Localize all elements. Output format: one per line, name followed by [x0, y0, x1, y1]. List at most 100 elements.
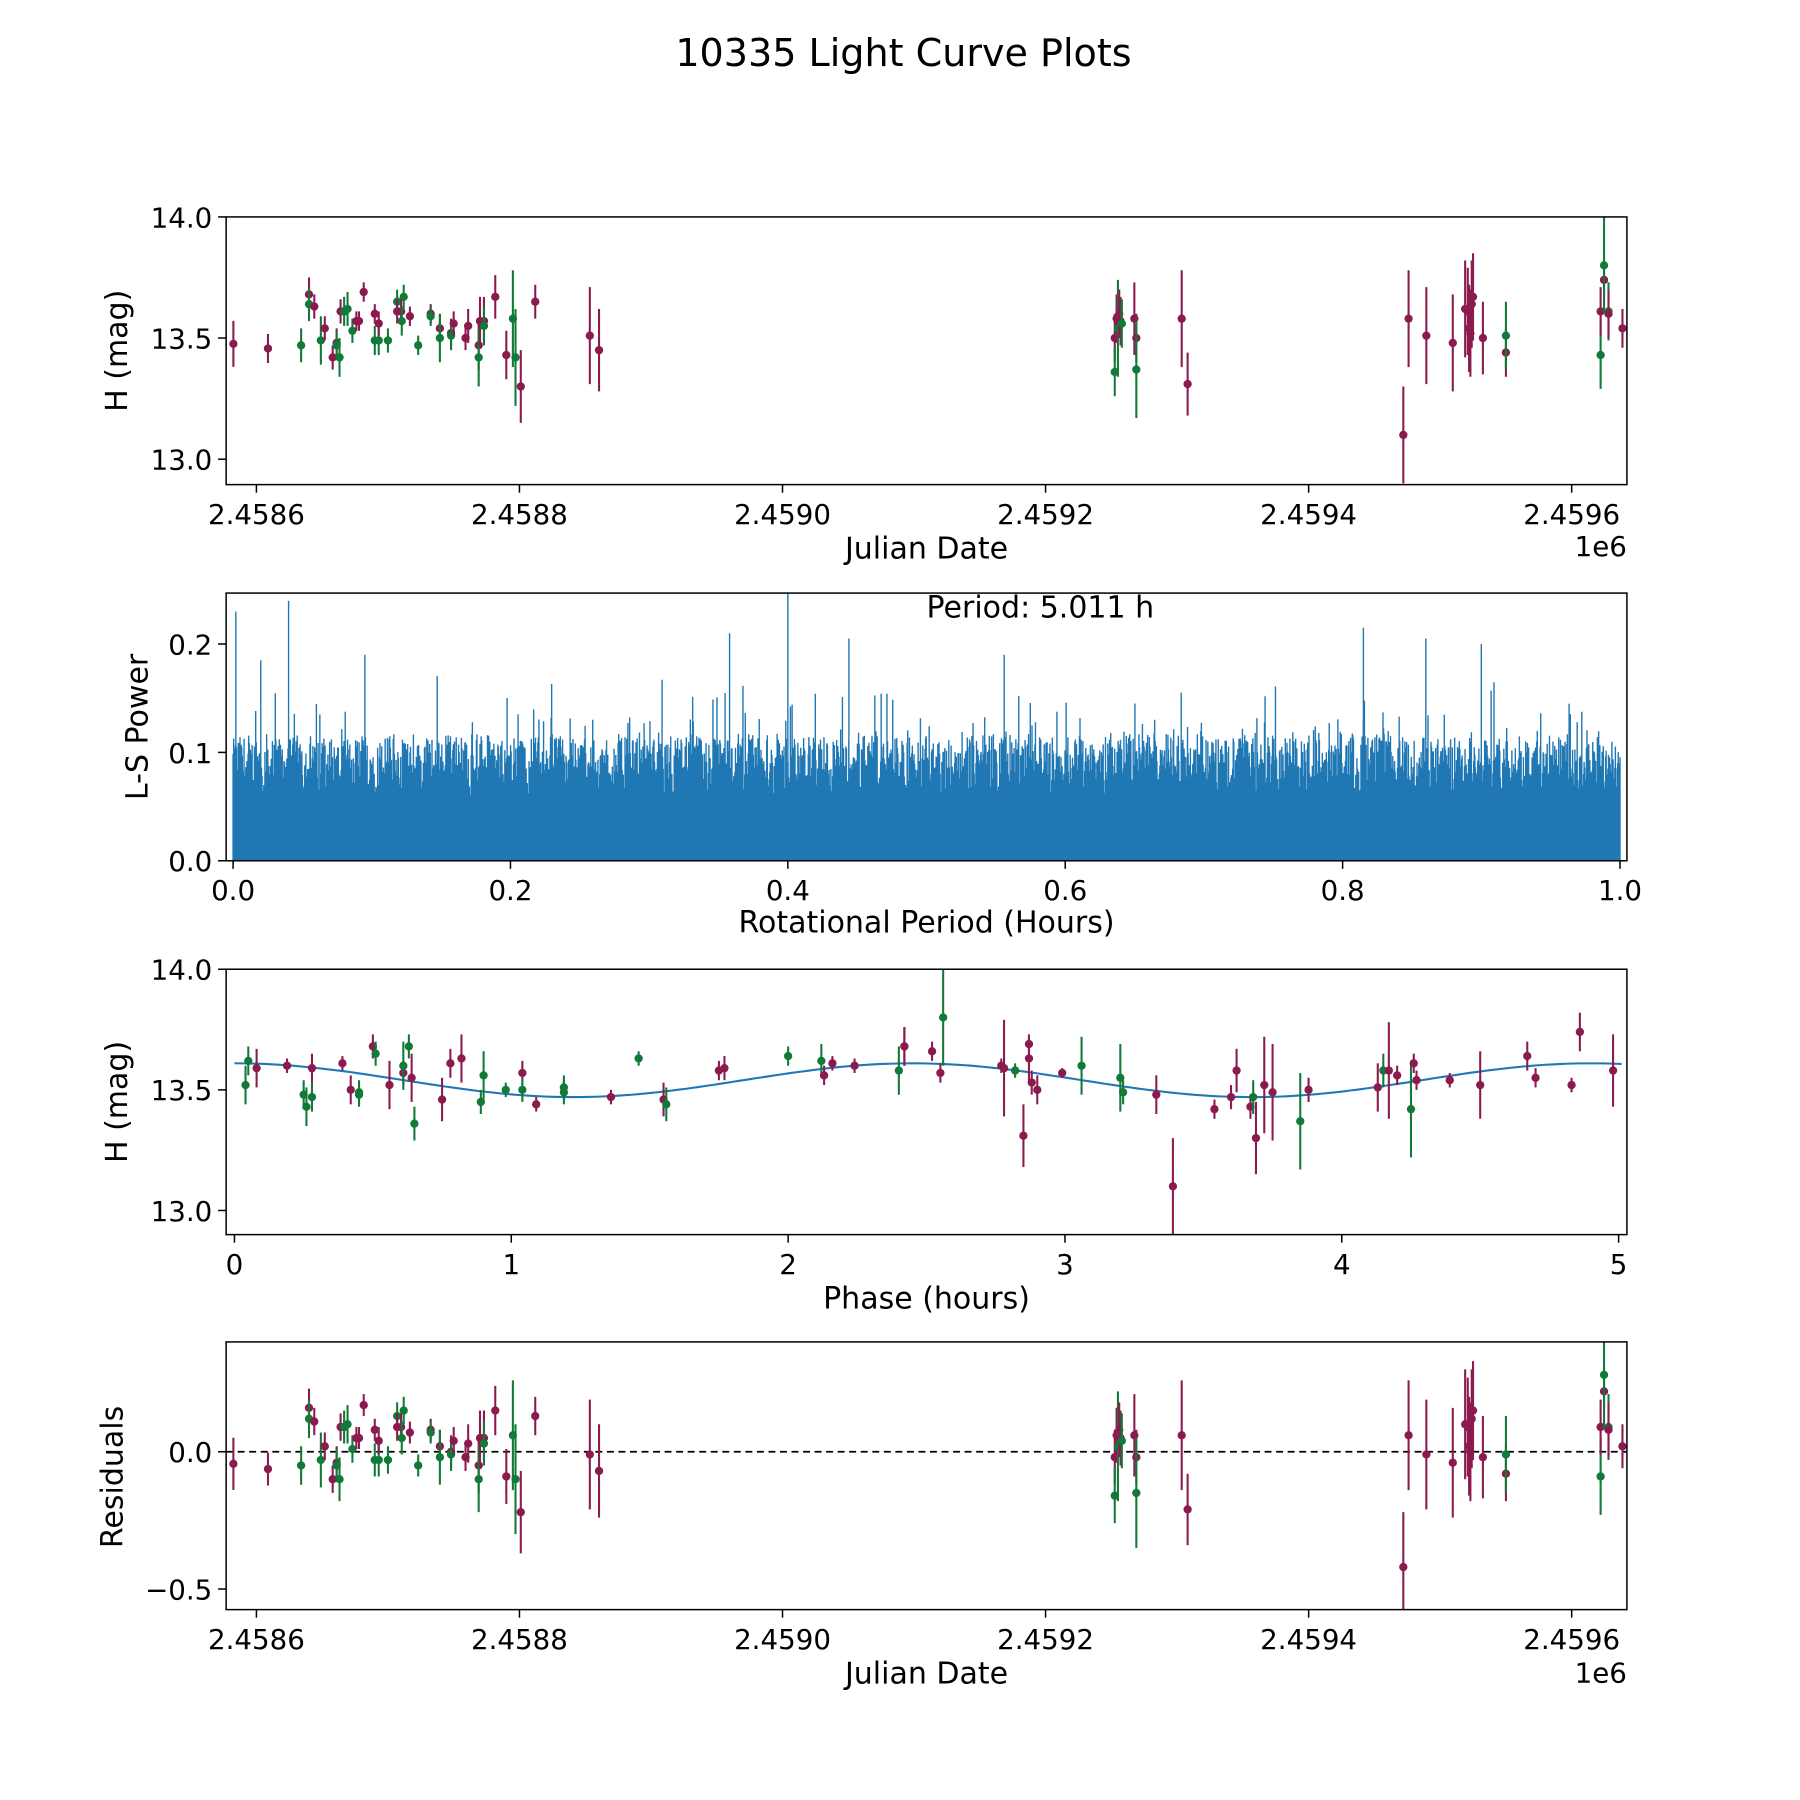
axes-frame — [225, 592, 1628, 862]
data-point — [328, 1475, 337, 1484]
data-point — [1604, 309, 1613, 318]
data-point — [414, 341, 423, 350]
data-point — [531, 297, 540, 306]
x-offset-label: 1e6 — [1575, 1656, 1627, 1689]
data-point — [1268, 1088, 1277, 1097]
data-point — [252, 1063, 261, 1073]
data-point — [1448, 338, 1457, 348]
data-point — [1422, 331, 1431, 340]
x-tick-label: 2.4596 — [1523, 498, 1620, 531]
data-point — [1596, 1472, 1605, 1481]
data-point — [399, 292, 408, 302]
y-tick-label: 0.2 — [168, 628, 212, 661]
data-point — [348, 326, 357, 335]
x-axis-label: Julian Date — [843, 1656, 1008, 1691]
data-point — [1210, 1105, 1219, 1114]
data-point — [516, 382, 525, 391]
data-point — [828, 1059, 837, 1068]
data-point — [1260, 1080, 1269, 1090]
data-point — [1058, 1068, 1067, 1078]
data-point — [1448, 1458, 1457, 1467]
x-tick-label: 2.4586 — [208, 1623, 305, 1656]
y-axis-label: Residuals — [95, 1406, 130, 1548]
data-point — [518, 1068, 527, 1078]
data-point — [511, 353, 520, 362]
data-point — [316, 336, 326, 345]
data-point — [783, 1051, 793, 1061]
data-point — [397, 1433, 406, 1443]
data-point — [320, 1442, 329, 1451]
data-point — [927, 1047, 937, 1056]
data-point — [407, 1073, 416, 1082]
data-point — [819, 1071, 829, 1080]
data-point — [1422, 1450, 1431, 1459]
data-point — [1027, 1078, 1036, 1087]
data-point — [1110, 367, 1119, 377]
data-point — [385, 1080, 394, 1090]
data-point — [532, 1100, 541, 1109]
axes-frame — [225, 216, 1628, 486]
data-point — [397, 316, 406, 326]
data-point — [1478, 1453, 1488, 1462]
data-point — [1132, 1488, 1141, 1498]
x-axis-label: Rotational Period (Hours) — [738, 905, 1114, 940]
data-point — [263, 1464, 273, 1474]
x-tick-label: 0.8 — [1321, 874, 1365, 907]
plot-area — [229, 216, 1627, 484]
data-point — [1296, 1117, 1305, 1126]
data-point — [374, 336, 383, 345]
data-point — [479, 321, 489, 331]
data-point — [720, 1063, 729, 1073]
data-point — [338, 1059, 347, 1068]
data-point — [310, 1417, 319, 1426]
data-point — [426, 312, 435, 321]
data-point — [585, 331, 594, 340]
data-point — [1476, 1080, 1485, 1090]
data-point — [559, 1088, 569, 1097]
data-point — [1399, 1562, 1408, 1572]
data-point — [348, 1444, 357, 1454]
data-point — [1024, 1054, 1034, 1063]
y-tick-label: 13.5 — [151, 1074, 213, 1107]
x-tick-label: 2.4596 — [1523, 1623, 1620, 1656]
data-point — [374, 1436, 383, 1445]
data-point — [850, 1061, 859, 1070]
x-tick-label: 2.4588 — [471, 1623, 568, 1656]
axes-frame — [225, 968, 1628, 1236]
data-point — [316, 1455, 326, 1465]
data-point — [464, 321, 473, 331]
data-point — [296, 341, 306, 350]
data-point — [457, 1054, 466, 1063]
plot-area — [232, 593, 1621, 861]
x-tick-label: 0.2 — [488, 874, 532, 907]
data-point — [606, 1092, 616, 1102]
y-tick-label: 14.0 — [151, 201, 213, 234]
y-tick-label: 13.0 — [151, 444, 213, 477]
data-point — [354, 316, 364, 326]
data-point — [594, 346, 604, 355]
data-point — [1501, 331, 1511, 340]
data-point — [1077, 1061, 1086, 1070]
data-point — [405, 1428, 415, 1437]
y-axis-label: L-S Power — [121, 653, 156, 800]
data-point — [399, 1061, 408, 1070]
data-point — [335, 1475, 344, 1484]
plot-area — [234, 969, 1622, 1235]
data-point — [320, 324, 329, 333]
x-tick-label: 2.4594 — [1260, 1623, 1357, 1656]
y-tick-label: 0.0 — [168, 845, 212, 878]
data-point — [1596, 307, 1605, 316]
x-tick-label: 2.4586 — [208, 498, 305, 531]
data-point — [817, 1056, 826, 1066]
residuals-plot: Julian Date Residuals 1e6 2.4586 2.4588 2.… — [95, 1341, 1628, 1691]
data-point — [1406, 1105, 1416, 1114]
data-point — [491, 1406, 500, 1415]
data-point — [437, 1095, 447, 1104]
y-axis-label: H (mag) — [100, 1041, 135, 1163]
data-point — [594, 1466, 604, 1476]
data-point — [263, 344, 273, 353]
x-tick-label: 4 — [1333, 1248, 1351, 1281]
data-point — [1567, 1080, 1576, 1090]
x-axis-label: Julian Date — [843, 531, 1008, 566]
